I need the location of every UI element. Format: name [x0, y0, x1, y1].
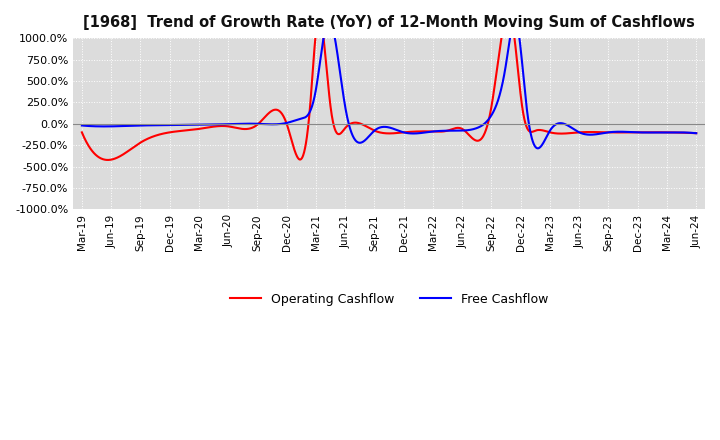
Operating Cashflow — [104, 158, 112, 163]
Free Cashflow — [534, 146, 542, 151]
Free Cashflow — [692, 131, 701, 136]
Operating Cashflow — [361, 123, 369, 128]
Free Cashflow — [377, 125, 385, 130]
Title: [1968]  Trend of Growth Rate (YoY) of 12-Month Moving Sum of Cashflows: [1968] Trend of Growth Rate (YoY) of 12-… — [83, 15, 695, 30]
Free Cashflow — [675, 130, 683, 135]
Free Cashflow — [562, 122, 570, 127]
Free Cashflow — [109, 124, 117, 129]
Legend: Operating Cashflow, Free Cashflow: Operating Cashflow, Free Cashflow — [225, 288, 553, 311]
Operating Cashflow — [78, 130, 86, 135]
Free Cashflow — [320, 31, 329, 37]
Operating Cashflow — [109, 156, 118, 161]
Operating Cashflow — [692, 131, 701, 136]
Operating Cashflow — [675, 130, 683, 135]
Free Cashflow — [78, 123, 86, 128]
Free Cashflow — [675, 130, 683, 135]
Operating Cashflow — [377, 130, 385, 136]
Line: Free Cashflow: Free Cashflow — [82, 34, 696, 148]
Operating Cashflow — [675, 130, 683, 135]
Operating Cashflow — [562, 131, 570, 136]
Operating Cashflow — [312, 31, 320, 37]
Free Cashflow — [360, 138, 369, 143]
Line: Operating Cashflow: Operating Cashflow — [82, 34, 696, 160]
